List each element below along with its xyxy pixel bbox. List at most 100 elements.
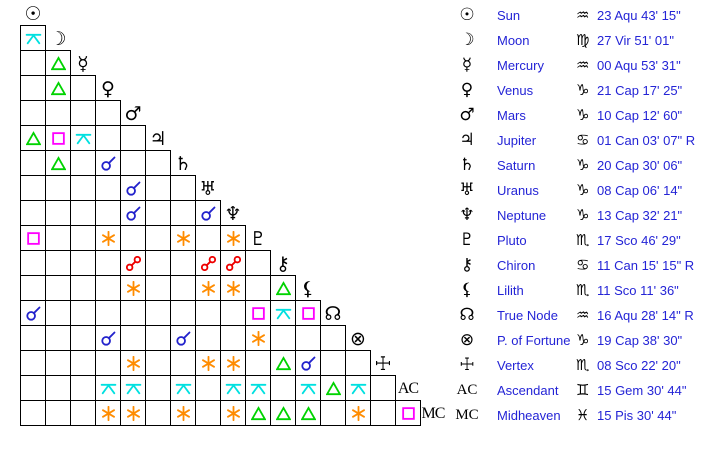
aspect-cell-vertex-chiron bbox=[270, 350, 296, 376]
aspect-cell-venus-sun bbox=[20, 75, 46, 101]
aspect-cell-chiron-mars bbox=[120, 250, 146, 276]
neptune-glyph: ♆ bbox=[459, 205, 475, 225]
planet-glyph-ascendant: AC bbox=[397, 379, 419, 397]
aspect-cell-true-node-uranus bbox=[195, 300, 221, 326]
opposition-icon bbox=[125, 255, 141, 271]
position-row-venus: ♀ Venus ♑ 21 Cap 17' 25" bbox=[450, 78, 705, 103]
aspect-cell-venus-mercury bbox=[70, 75, 96, 101]
aspect-cell-pluto-venus bbox=[95, 225, 121, 251]
pluto-glyph: ♇ bbox=[459, 230, 475, 250]
trine-icon bbox=[50, 55, 66, 70]
position-value: 11 Can 15' 15" R bbox=[597, 258, 695, 273]
aspect-cell-midheaven-lilith bbox=[295, 400, 321, 426]
aspect-cell-fortune-lilith bbox=[295, 325, 321, 351]
aspect-cell-fortune-pluto bbox=[245, 325, 271, 351]
position-value: 15 Pis 30' 44" bbox=[597, 408, 677, 423]
aspect-cell-pluto-uranus bbox=[195, 225, 221, 251]
aspect-cell-neptune-jupiter bbox=[145, 200, 171, 226]
aspect-cell-chiron-saturn bbox=[170, 250, 196, 276]
aspect-cell-ascendant-moon bbox=[45, 375, 71, 401]
planet-name: Lilith bbox=[497, 283, 524, 298]
aspect-cell-mars-venus bbox=[95, 100, 121, 126]
aspect-cell-midheaven-chiron bbox=[270, 400, 296, 426]
sextile-icon bbox=[351, 405, 365, 421]
jupiter-glyph: ♃ bbox=[459, 130, 475, 150]
planet-glyph-venus: ♀ bbox=[101, 78, 115, 100]
aspect-cell-vertex-lilith bbox=[295, 350, 321, 376]
aspect-cell-vertex-moon bbox=[45, 350, 71, 376]
planet-name: Venus bbox=[497, 83, 534, 98]
position-row-neptune: ♆ Neptune ♑ 13 Cap 32' 21" bbox=[450, 203, 705, 228]
aspect-cell-uranus-sun bbox=[20, 175, 46, 201]
sun-glyph: ☉ bbox=[459, 5, 475, 25]
planet-name: Moon bbox=[497, 33, 530, 48]
position-row-mercury: ☿ Mercury ♒ 00 Aqu 53' 31" bbox=[450, 53, 705, 78]
aspect-cell-pluto-mars bbox=[120, 225, 146, 251]
sextile-icon bbox=[251, 330, 265, 346]
planet-name: Vertex bbox=[497, 358, 534, 373]
aspect-cell-ascendant-true-node bbox=[320, 375, 346, 401]
planet-glyph-jupiter: ♃ bbox=[149, 128, 167, 150]
aspect-cell-true-node-chiron bbox=[270, 300, 296, 326]
aspect-cell-fortune-sun bbox=[20, 325, 46, 351]
trine-icon bbox=[275, 355, 291, 370]
conjunction-icon bbox=[125, 181, 140, 196]
zodiac-sign-icon: ♑ bbox=[576, 331, 590, 349]
aspect-cell-saturn-venus bbox=[95, 150, 121, 176]
sextile-icon bbox=[201, 280, 215, 296]
aspect-cell-fortune-venus bbox=[95, 325, 121, 351]
position-value: 08 Cap 06' 14" bbox=[597, 183, 683, 198]
conjunction-icon bbox=[100, 156, 115, 171]
square-icon bbox=[401, 406, 415, 420]
planet-glyph-pluto: ♇ bbox=[249, 228, 267, 250]
position-row-saturn: ♄ Saturn ♑ 20 Cap 30' 06" bbox=[450, 153, 705, 178]
planet-name: Chiron bbox=[497, 258, 536, 273]
aspect-cell-chiron-venus bbox=[95, 250, 121, 276]
zodiac-sign-icon: ♑ bbox=[576, 81, 590, 99]
aspect-cell-midheaven-sun bbox=[20, 400, 46, 426]
zodiac-sign-icon: ♑ bbox=[576, 156, 590, 174]
aspect-cell-pluto-sun bbox=[20, 225, 46, 251]
position-value: 21 Cap 17' 25" bbox=[597, 83, 683, 98]
zodiac-sign-icon: ♑ bbox=[576, 206, 590, 224]
aspect-cell-true-node-jupiter bbox=[145, 300, 171, 326]
position-row-mars: ♂ Mars ♑ 10 Cap 12' 60" bbox=[450, 103, 705, 128]
planet-glyph-uranus: ♅ bbox=[199, 178, 217, 200]
aspect-cell-ascendant-uranus bbox=[195, 375, 221, 401]
sextile-icon bbox=[226, 280, 240, 296]
zodiac-sign-icon: ♓ bbox=[576, 406, 590, 424]
aspect-cell-uranus-mars bbox=[120, 175, 146, 201]
midheaven-glyph: MC bbox=[455, 407, 479, 423]
aspect-grid: ☉ ☽ ☿ ♀ ♂ ♃ ♄ ♅ ♆ ♇ ⚷ ⚸ ☊ ⊗ ☩ AC MC bbox=[20, 3, 445, 426]
aspect-cell-neptune-mercury bbox=[70, 200, 96, 226]
aspect-cell-fortune-neptune bbox=[220, 325, 246, 351]
conjunction-icon bbox=[175, 331, 190, 346]
aspect-cell-chiron-neptune bbox=[220, 250, 246, 276]
aspect-cell-midheaven-mercury bbox=[70, 400, 96, 426]
position-value: 15 Gem 30' 44" bbox=[597, 383, 687, 398]
aspect-cell-lilith-jupiter bbox=[145, 275, 171, 301]
aspect-cell-lilith-neptune bbox=[220, 275, 246, 301]
position-row-moon: ☽ Moon ♍ 27 Vir 51' 01" bbox=[450, 28, 705, 53]
position-value: 00 Aqu 53' 31" bbox=[597, 58, 681, 73]
aspect-cell-jupiter-venus bbox=[95, 125, 121, 151]
aspect-cell-mercury-moon bbox=[45, 50, 71, 76]
position-value: 08 Sco 22' 20" bbox=[597, 358, 681, 373]
aspect-cell-fortune-moon bbox=[45, 325, 71, 351]
planet-glyph-neptune: ♆ bbox=[224, 203, 242, 225]
quincunx-icon bbox=[275, 308, 291, 320]
trine-icon bbox=[50, 155, 66, 170]
aspect-cell-ascendant-mars bbox=[120, 375, 146, 401]
planet-name: Uranus bbox=[497, 183, 539, 198]
trine-icon bbox=[275, 405, 291, 420]
quincunx-icon bbox=[175, 383, 191, 395]
aspect-cell-pluto-mercury bbox=[70, 225, 96, 251]
aspect-cell-pluto-saturn bbox=[170, 225, 196, 251]
mercury-glyph: ☿ bbox=[461, 55, 473, 75]
sextile-icon bbox=[176, 405, 190, 421]
aspect-cell-vertex-saturn bbox=[170, 350, 196, 376]
aspect-cell-vertex-fortune bbox=[345, 350, 371, 376]
conjunction-icon bbox=[100, 331, 115, 346]
zodiac-sign-icon: ♒ bbox=[576, 306, 590, 324]
aspect-cell-true-node-sun bbox=[20, 300, 46, 326]
